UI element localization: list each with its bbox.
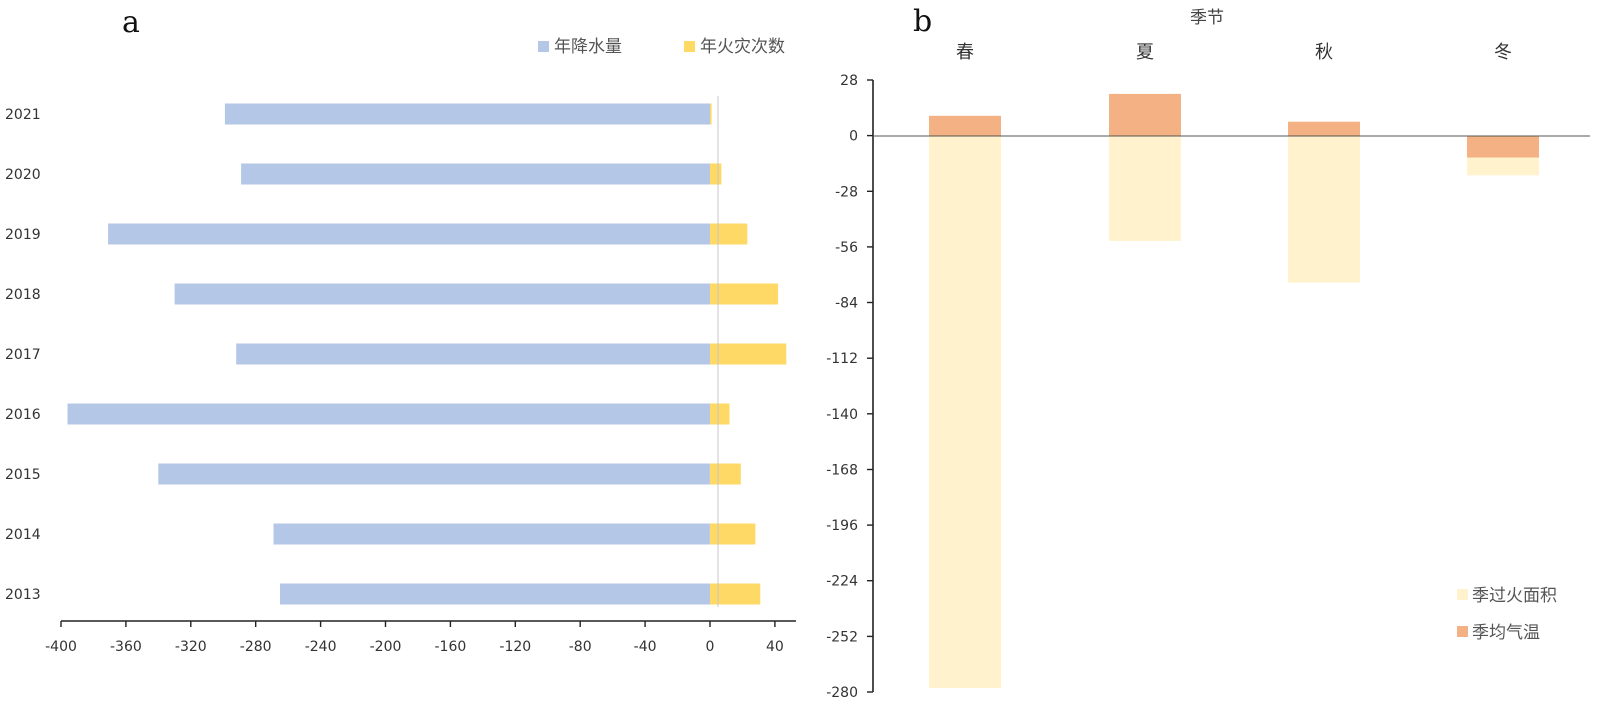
x-tick-label--320: -320 xyxy=(175,639,207,655)
panel-a-bars xyxy=(67,103,787,605)
x-tick-label--160: -160 xyxy=(435,639,467,655)
precipitation-bar-2021 xyxy=(224,103,710,125)
season-label-冬: 冬 xyxy=(1494,42,1512,63)
panel-b: b 季节 春 夏 秋 冬 28 0 -28 -56 -84 -112 -140 -168 -196 -2… xyxy=(826,4,1590,701)
fire-count-bar-2014 xyxy=(710,523,756,545)
x-tick-label--280: -280 xyxy=(240,639,272,655)
legend-swatch-temperature xyxy=(1457,626,1468,637)
x-tick-label--240: -240 xyxy=(305,639,337,655)
panel-a-letter: a xyxy=(122,5,140,40)
x-tick-label-0: 0 xyxy=(706,639,715,655)
burned-area-bar-春 xyxy=(929,135,1001,689)
y-tick-label-0: 0 xyxy=(849,129,858,145)
panel-a: a 年降水量 年火灾次数 201320142015201620172018201… xyxy=(5,5,796,655)
year-label-2018: 2018 xyxy=(5,287,41,303)
burned-area-bar-夏 xyxy=(1109,135,1181,241)
season-label-春: 春 xyxy=(956,42,974,63)
y-tick-label--196: -196 xyxy=(826,518,858,534)
x-tick-label-40: 40 xyxy=(766,639,784,655)
burned-area-bar-秋 xyxy=(1288,135,1360,283)
precipitation-bar-2019 xyxy=(108,223,711,245)
temperature-bar-夏 xyxy=(1109,93,1181,136)
y-tick-label--28: -28 xyxy=(835,184,858,200)
year-label-2013: 2013 xyxy=(5,587,41,603)
x-tick-label--120: -120 xyxy=(499,639,531,655)
legend-label-fire-count: 年火灾次数 xyxy=(700,37,785,57)
panel-b-y-ticks: 28 0 -28 -56 -84 -112 -140 -168 -196 -224 -252 -280 xyxy=(826,73,873,701)
season-label-夏: 夏 xyxy=(1136,42,1154,63)
year-label-2015: 2015 xyxy=(5,467,41,483)
precipitation-bar-2018 xyxy=(174,283,711,305)
panel-b-legend: 季过火面积 季均气温 xyxy=(1457,586,1557,643)
y-tick-label--140: -140 xyxy=(826,407,858,423)
fire-count-bar-2016 xyxy=(710,403,730,425)
y-tick-label--280: -280 xyxy=(826,685,858,701)
precipitation-bar-2013 xyxy=(280,583,710,605)
panel-b-letter: b xyxy=(913,4,932,39)
year-label-2021: 2021 xyxy=(5,107,41,123)
precipitation-bar-2015 xyxy=(158,463,710,485)
precipitation-bar-2017 xyxy=(236,343,710,365)
y-tick-label--112: -112 xyxy=(826,351,858,367)
panel-b-x-title: 季节 xyxy=(1190,8,1224,28)
panel-a-year-labels: 2013 2014 2015 2016 2017 2018 2019 2020 2021 xyxy=(5,107,41,603)
season-label-秋: 秋 xyxy=(1315,42,1333,63)
precipitation-bar-2014 xyxy=(273,523,710,545)
fire-count-bar-2017 xyxy=(710,343,787,365)
precipitation-bar-2016 xyxy=(67,403,710,425)
x-tick-label--200: -200 xyxy=(370,639,402,655)
legend-label-precipitation: 年降水量 xyxy=(554,37,622,57)
fire-count-bar-2021 xyxy=(710,103,712,125)
temperature-bar-秋 xyxy=(1288,121,1360,136)
y-tick-label--168: -168 xyxy=(826,463,858,479)
y-tick-label--56: -56 xyxy=(835,240,858,256)
panel-a-legend: 年降水量 年火灾次数 xyxy=(538,37,785,57)
y-tick-label--224: -224 xyxy=(826,574,858,590)
year-label-2019: 2019 xyxy=(5,227,41,243)
legend-swatch-precipitation xyxy=(538,41,549,52)
fire-count-bar-2018 xyxy=(710,283,779,305)
legend-swatch-fire-count xyxy=(684,41,695,52)
panel-a-x-ticks: -400 -360 -320 -280 -240 -200 -160 -120 -80 -40 0 4… xyxy=(45,621,784,655)
x-tick-label--40: -40 xyxy=(634,639,657,655)
panel-b-season-labels: 春夏秋冬 xyxy=(956,42,1512,63)
y-tick-label--84: -84 xyxy=(835,296,858,312)
fire-count-bar-2013 xyxy=(710,583,761,605)
year-label-2017: 2017 xyxy=(5,347,41,363)
legend-label-temperature: 季均气温 xyxy=(1472,623,1540,643)
precipitation-bar-2020 xyxy=(241,163,710,185)
year-label-2014: 2014 xyxy=(5,527,41,543)
fire-count-bar-2015 xyxy=(710,463,741,485)
temperature-bar-冬 xyxy=(1467,135,1539,158)
legend-label-burned-area: 季过火面积 xyxy=(1472,586,1557,606)
fire-count-bar-2020 xyxy=(710,163,722,185)
x-tick-label--360: -360 xyxy=(110,639,142,655)
year-label-2016: 2016 xyxy=(5,407,41,423)
temperature-bar-春 xyxy=(929,115,1001,136)
y-tick-label-28: 28 xyxy=(840,73,858,89)
y-tick-label--252: -252 xyxy=(826,629,858,645)
year-label-2020: 2020 xyxy=(5,167,41,183)
panel-b-bars xyxy=(929,93,1539,689)
legend-swatch-burned-area xyxy=(1457,589,1468,600)
x-tick-label--80: -80 xyxy=(569,639,592,655)
fire-count-bar-2019 xyxy=(710,223,748,245)
x-tick-label--400: -400 xyxy=(45,639,77,655)
